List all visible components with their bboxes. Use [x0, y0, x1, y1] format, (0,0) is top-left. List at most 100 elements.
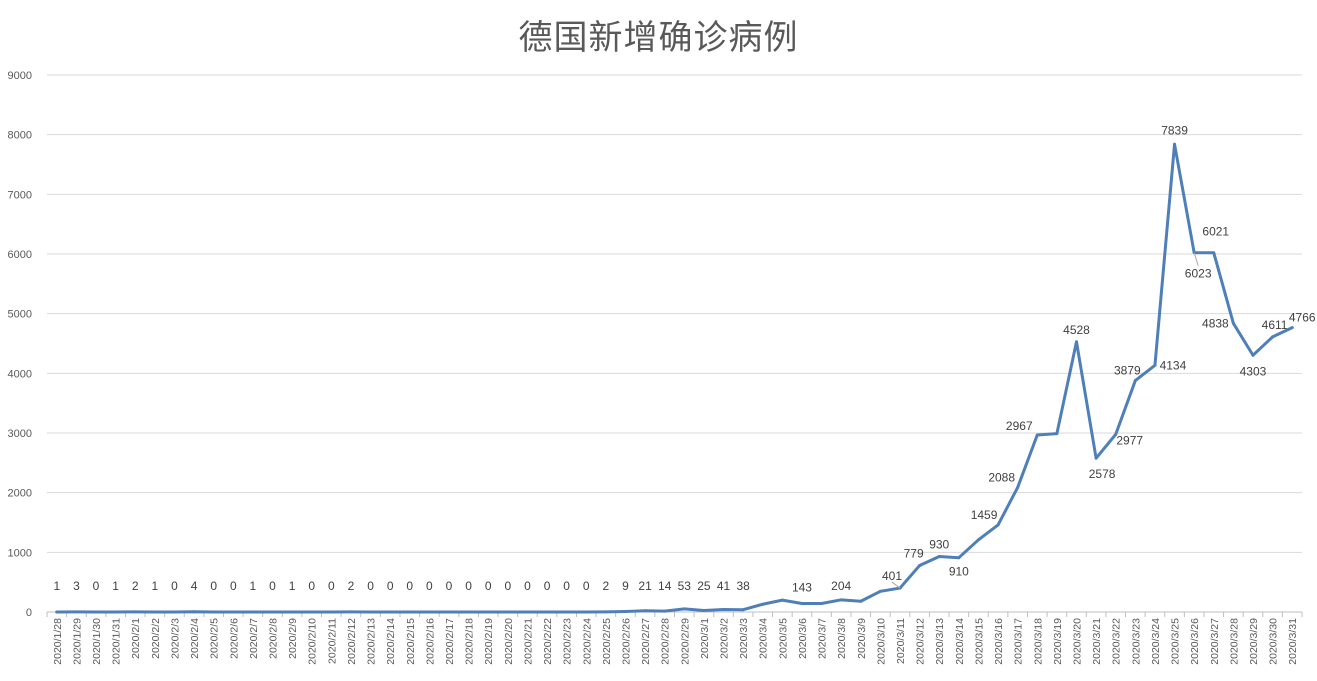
- x-tick-label: 2020/3/11: [895, 618, 907, 664]
- series-line: [55, 142, 1294, 614]
- data-label: 4838: [1202, 316, 1229, 330]
- data-point: [565, 610, 569, 614]
- data-point: [545, 610, 549, 614]
- data-label: 3: [73, 579, 80, 593]
- data-label: 401: [882, 569, 902, 583]
- x-tick-label: 2020/3/6: [797, 618, 809, 659]
- y-tick-label: 1000: [8, 547, 32, 559]
- x-tick-label: 2020/3/18: [1032, 618, 1044, 665]
- data-label: 2977: [1116, 433, 1143, 447]
- x-tick-label: 2020/2/17: [444, 618, 456, 665]
- y-tick-label: 3000: [8, 428, 32, 440]
- x-tick-label: 2020/3/3: [738, 618, 750, 659]
- data-label: 0: [269, 579, 276, 593]
- data-point: [996, 523, 1000, 527]
- data-label: 1: [53, 579, 60, 593]
- data-label: 0: [563, 579, 570, 593]
- data-point: [388, 610, 392, 614]
- data-label: 0: [230, 579, 237, 593]
- data-point: [584, 610, 588, 614]
- x-tick-label: 2020/3/31: [1287, 618, 1299, 665]
- x-axis-ticks: 2020/1/28 2020/1/29 2020/1/30 2020/1/31 2020…: [46, 612, 1303, 665]
- data-point: [369, 610, 373, 614]
- data-label: 53: [678, 579, 692, 593]
- x-tick-label: 2020/2/21: [522, 618, 534, 665]
- data-point: [1094, 456, 1098, 460]
- x-tick-label: 2020/1/30: [91, 618, 103, 665]
- x-tick-label: 2020/3/20: [1071, 618, 1083, 665]
- series-line-layer: [55, 142, 1294, 614]
- data-label: 0: [544, 579, 551, 593]
- x-tick-label: 2020/2/20: [503, 618, 515, 665]
- data-label: 6021: [1202, 225, 1229, 239]
- x-tick-label: 2020/1/31: [111, 618, 123, 665]
- x-tick-label: 2020/3/8: [836, 618, 848, 659]
- data-point: [918, 564, 922, 568]
- data-point: [1271, 335, 1275, 339]
- x-tick-label: 2020/2/18: [464, 618, 476, 665]
- data-label: 0: [583, 579, 590, 593]
- data-label: 0: [446, 579, 453, 593]
- x-tick-label: 2020/2/9: [287, 618, 299, 659]
- data-point: [271, 610, 275, 614]
- x-tick-label: 2020/2/8: [268, 618, 280, 659]
- data-point: [212, 610, 216, 614]
- data-label: 0: [171, 579, 178, 593]
- y-tick-label: 8000: [8, 130, 32, 142]
- data-label: 2: [132, 579, 139, 593]
- y-axis-ticks: 0 1000 2000 3000 4000 5000 6000 7000 8000 9000: [8, 70, 32, 619]
- data-label: 779: [904, 547, 924, 561]
- x-tick-label: 2020/3/16: [993, 618, 1005, 665]
- data-point: [506, 610, 510, 614]
- x-tick-label: 2020/1/29: [71, 618, 83, 665]
- data-point: [153, 610, 157, 614]
- data-point: [329, 610, 333, 614]
- data-label: 4766: [1289, 311, 1316, 325]
- data-point: [976, 538, 980, 542]
- x-tick-label: 2020/2/11: [326, 618, 338, 664]
- data-label: 2578: [1089, 467, 1116, 481]
- data-label: 3879: [1114, 364, 1141, 378]
- data-label: 4528: [1063, 323, 1090, 337]
- data-label: 910: [949, 565, 969, 579]
- x-tick-label: 2020/2/5: [209, 618, 221, 659]
- data-label: 41: [717, 579, 731, 593]
- data-label: 143: [792, 580, 812, 594]
- chart-title: 德国新增确诊病例: [518, 18, 799, 58]
- data-point: [1290, 326, 1294, 330]
- data-label: 0: [210, 579, 217, 593]
- x-tick-label: 2020/2/12: [346, 618, 358, 665]
- x-tick-label: 2020/2/7: [248, 618, 260, 659]
- x-tick-label: 2020/3/17: [1013, 618, 1025, 665]
- data-label: 0: [328, 579, 335, 593]
- data-point: [1035, 433, 1039, 437]
- data-label: 0: [485, 579, 492, 593]
- data-point: [722, 608, 726, 612]
- x-tick-label: 2020/3/10: [875, 618, 887, 665]
- data-labels: 1 3 0 1 2 1 0 4 0 0 1 0 1 0 0 2 0 0 0 0 0 0 0 0 0 0 0 0 2 9 21 14 53 25 41…: [53, 123, 1315, 594]
- data-point: [74, 610, 78, 614]
- y-tick-label: 0: [26, 607, 32, 619]
- data-point: [310, 610, 314, 614]
- x-tick-label: 2020/2/1: [130, 618, 142, 659]
- y-tick-label: 5000: [8, 309, 32, 321]
- data-label: 0: [308, 579, 315, 593]
- x-tick-label: 2020/2/2: [150, 618, 162, 659]
- data-label-leader: [1193, 252, 1199, 266]
- x-tick-label: 2020/3/27: [1209, 618, 1221, 665]
- data-label: 25: [697, 579, 711, 593]
- data-point: [1114, 432, 1118, 436]
- data-point: [761, 602, 765, 606]
- x-tick-label: 2020/2/19: [483, 618, 495, 665]
- data-point: [839, 598, 843, 602]
- data-point: [1074, 340, 1078, 344]
- x-tick-label: 2020/3/24: [1150, 618, 1162, 665]
- data-point: [1212, 251, 1216, 255]
- data-label: 6023: [1185, 267, 1212, 281]
- y-tick-label: 7000: [8, 189, 32, 201]
- data-label: 0: [465, 579, 472, 593]
- data-point: [957, 556, 961, 560]
- data-label: 1459: [971, 508, 998, 522]
- x-tick-label: 2020/3/21: [1091, 618, 1103, 665]
